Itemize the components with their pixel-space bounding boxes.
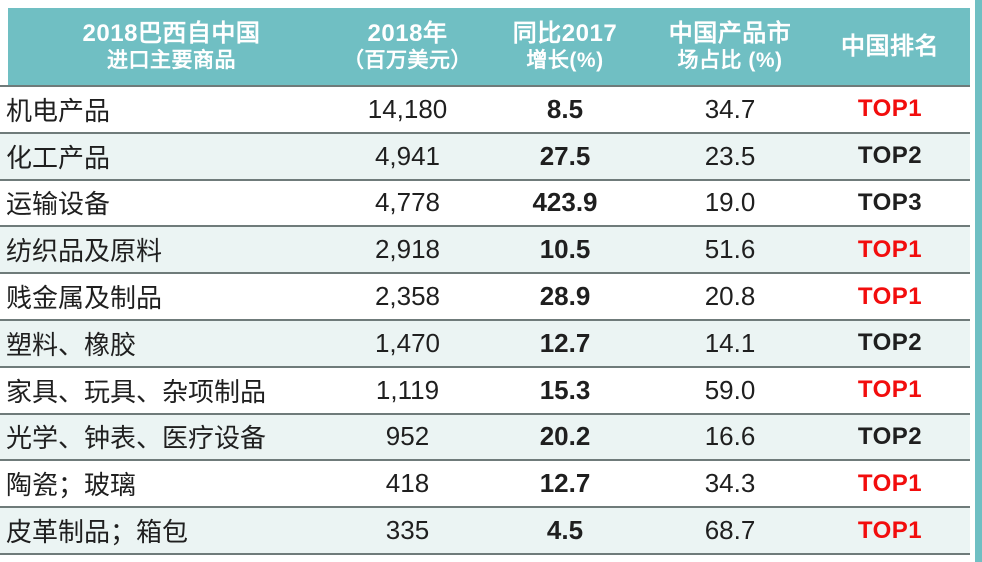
growth-cell: 423.9	[532, 187, 598, 218]
imports-cell: 335	[385, 515, 430, 546]
table-row: 皮革制品；箱包 335 4.5 68.7 TOP1	[0, 508, 970, 555]
header-commodity-line2: 进口主要商品	[107, 49, 236, 73]
share-cell: 23.5	[704, 140, 756, 171]
imports-cell: 14,180	[367, 93, 448, 124]
growth-cell: 4.5	[546, 515, 584, 546]
share-cell: 51.6	[704, 234, 756, 265]
table-body: 机电产品 14,180 8.5 34.7 TOP1 化工产品 4,941 27.…	[0, 85, 970, 555]
growth-cell: 27.5	[539, 140, 591, 171]
imports-cell: 2,918	[374, 234, 441, 265]
rank-cell: TOP1	[857, 516, 923, 544]
header-commodity: 2018巴西自中国 进口主要商品	[8, 8, 335, 85]
table-row: 塑料、橡胶 1,470 12.7 14.1 TOP2	[0, 320, 970, 368]
commodity-cell: 贱金属及制品	[6, 283, 163, 314]
table-row: 陶瓷；玻璃 418 12.7 34.3 TOP1	[0, 461, 970, 509]
growth-cell: 10.5	[539, 234, 591, 265]
commodity-cell: 运输设备	[6, 189, 111, 220]
header-growth-line1: 同比2017	[512, 20, 618, 48]
header-commodity-line1: 2018巴西自中国	[82, 20, 261, 48]
share-cell: 34.7	[704, 93, 756, 124]
imports-cell: 952	[385, 421, 430, 452]
growth-cell: 28.9	[539, 281, 591, 312]
table-row: 化工产品 4,941 27.5 23.5 TOP2	[0, 133, 970, 181]
growth-cell: 20.2	[539, 421, 591, 452]
rank-cell: TOP1	[857, 469, 923, 497]
imports-cell: 4,941	[374, 140, 441, 171]
header-imports: 2018年 （百万美元）	[335, 8, 480, 85]
header-growth-line2: 增长(%)	[526, 49, 604, 73]
table-row: 机电产品 14,180 8.5 34.7 TOP1	[0, 87, 970, 134]
share-cell: 59.0	[704, 374, 756, 405]
imports-cell: 1,119	[375, 374, 440, 405]
right-accent-strip	[975, 0, 982, 562]
commodity-cell: 陶瓷；玻璃	[6, 470, 137, 501]
header-growth: 同比2017 增长(%)	[480, 8, 650, 85]
table-row: 贱金属及制品 2,358 28.9 20.8 TOP1	[0, 274, 970, 321]
rank-cell: TOP1	[857, 282, 923, 310]
header-imports-line1: 2018年	[367, 20, 448, 48]
growth-cell: 12.7	[539, 468, 591, 499]
rank-cell: TOP1	[857, 376, 923, 404]
imports-cell: 2,358	[374, 281, 441, 312]
commodity-cell: 光学、钟表、医疗设备	[6, 423, 267, 454]
growth-cell: 12.7	[539, 327, 591, 358]
commodity-cell: 皮革制品；箱包	[6, 517, 189, 548]
commodity-cell: 家具、玩具、杂项制品	[6, 376, 267, 407]
table-row: 光学、钟表、医疗设备 952 20.2 16.6 TOP2	[0, 414, 970, 462]
imports-cell: 1,470	[374, 327, 441, 358]
table-row: 家具、玩具、杂项制品 1,119 15.3 59.0 TOP1	[0, 367, 970, 415]
header-share: 中国产品市 场占比 (%)	[650, 8, 810, 85]
header-share-line2: 场占比 (%)	[677, 49, 783, 73]
header-imports-line2: （百万美元）	[343, 49, 472, 73]
rank-cell: TOP2	[857, 422, 923, 450]
table-row: 纺织品及原料 2,918 10.5 51.6 TOP1	[0, 227, 970, 275]
share-cell: 16.6	[704, 421, 756, 452]
commodity-cell: 化工产品	[6, 142, 111, 173]
rank-cell: TOP3	[857, 188, 923, 216]
growth-cell: 15.3	[539, 374, 591, 405]
table-row: 运输设备 4,778 423.9 19.0 TOP3	[0, 180, 970, 228]
imports-cell: 4,778	[374, 187, 441, 218]
commodity-cell: 纺织品及原料	[6, 236, 163, 267]
commodity-cell: 塑料、橡胶	[6, 329, 137, 360]
share-cell: 34.3	[704, 468, 756, 499]
share-cell: 20.8	[704, 281, 756, 312]
header-rank-line1: 中国排名	[841, 32, 939, 60]
table-header: 2018巴西自中国 进口主要商品 2018年 （百万美元） 同比2017 增长(…	[8, 8, 970, 85]
rank-cell: TOP1	[857, 95, 923, 123]
rank-cell: TOP2	[857, 142, 923, 170]
imports-cell: 418	[385, 468, 430, 499]
header-share-line1: 中国产品市	[668, 20, 792, 48]
growth-cell: 8.5	[546, 93, 584, 124]
share-cell: 14.1	[704, 327, 756, 358]
commodity-cell: 机电产品	[6, 95, 111, 126]
share-cell: 19.0	[704, 187, 756, 218]
rank-cell: TOP2	[857, 329, 923, 357]
rank-cell: TOP1	[857, 235, 923, 263]
share-cell: 68.7	[704, 515, 756, 546]
header-rank: 中国排名	[810, 8, 970, 85]
